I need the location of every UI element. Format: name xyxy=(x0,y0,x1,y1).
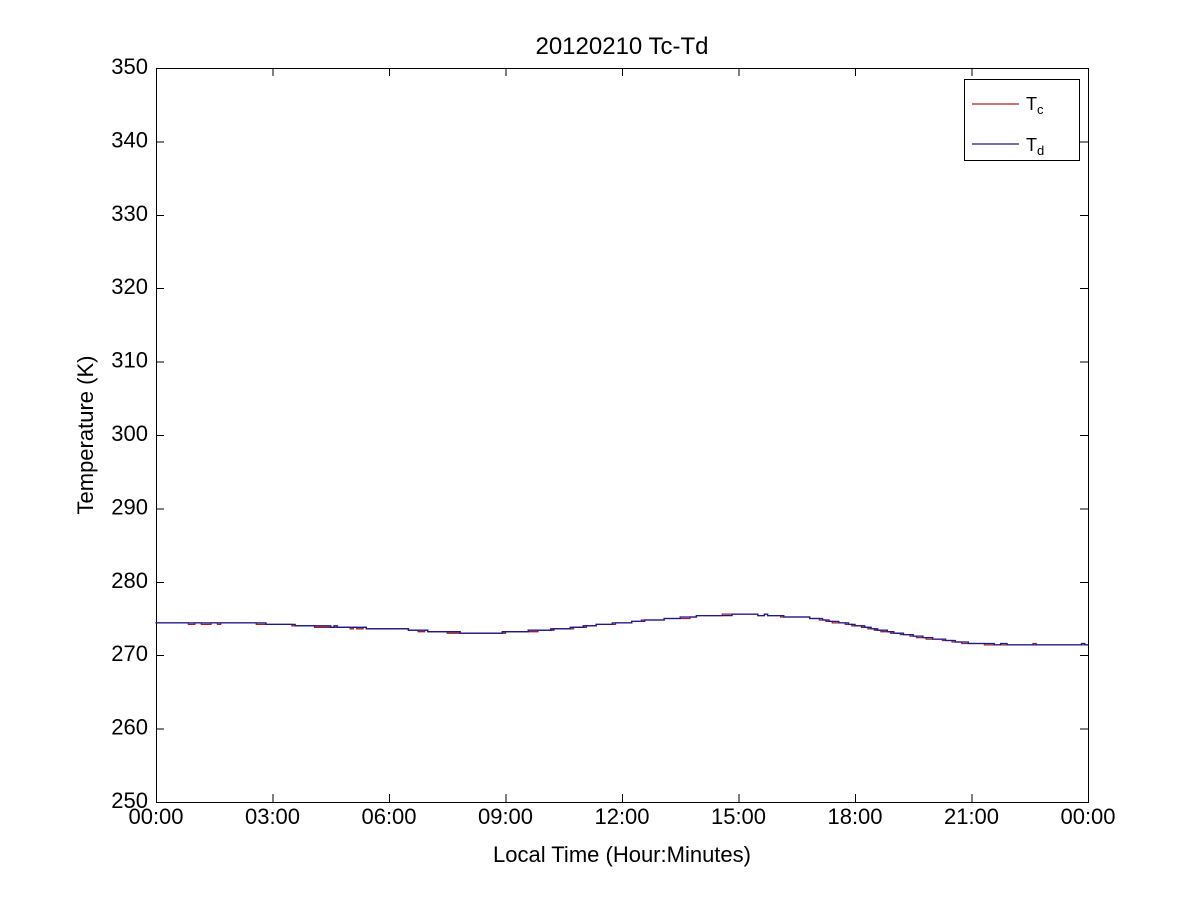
svg-text:18:00: 18:00 xyxy=(827,804,882,829)
svg-text:09:00: 09:00 xyxy=(478,804,533,829)
svg-text:310: 310 xyxy=(111,348,148,373)
svg-text:270: 270 xyxy=(111,641,148,666)
svg-text:260: 260 xyxy=(111,715,148,740)
svg-text:06:00: 06:00 xyxy=(361,804,416,829)
svg-text:21:00: 21:00 xyxy=(944,804,999,829)
svg-text:320: 320 xyxy=(111,274,148,299)
svg-text:300: 300 xyxy=(111,421,148,446)
svg-text:00:00: 00:00 xyxy=(1060,804,1115,829)
svg-text:280: 280 xyxy=(111,568,148,593)
svg-text:340: 340 xyxy=(111,127,148,152)
svg-text:330: 330 xyxy=(111,201,148,226)
svg-text:15:00: 15:00 xyxy=(711,804,766,829)
svg-text:Temperature (K): Temperature (K) xyxy=(73,356,98,515)
svg-text:00:00: 00:00 xyxy=(128,804,183,829)
svg-text:Local Time (Hour:Minutes): Local Time (Hour:Minutes) xyxy=(493,842,751,867)
svg-text:20120210 Tc-Td: 20120210 Tc-Td xyxy=(535,33,708,60)
svg-text:350: 350 xyxy=(111,54,148,79)
svg-text:03:00: 03:00 xyxy=(245,804,300,829)
svg-text:290: 290 xyxy=(111,494,148,519)
svg-text:12:00: 12:00 xyxy=(594,804,649,829)
